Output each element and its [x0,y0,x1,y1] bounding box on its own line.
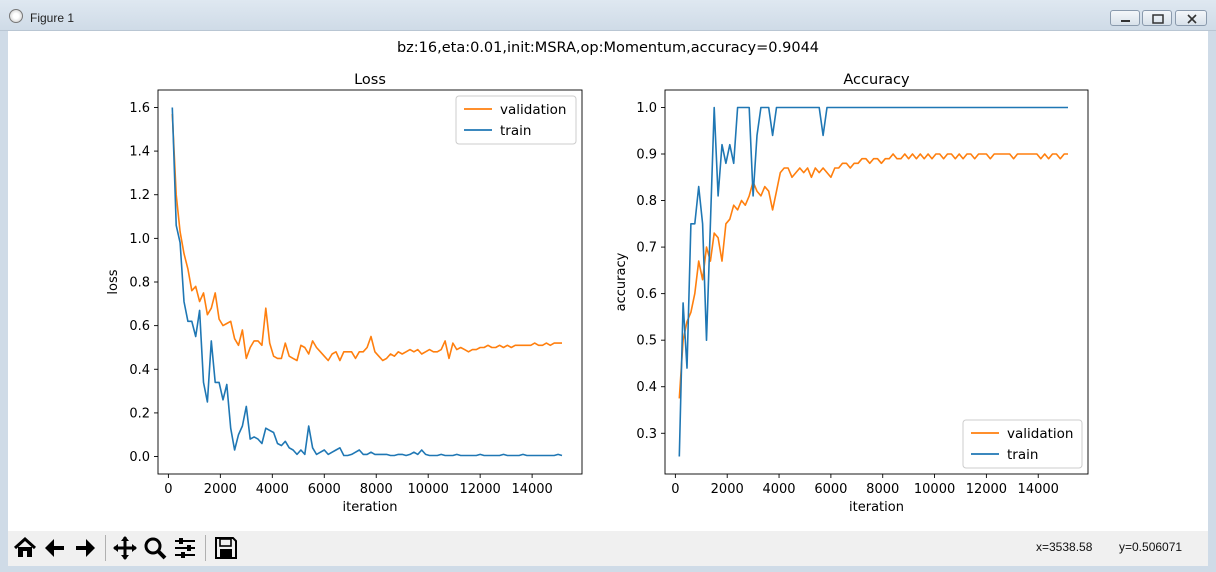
save-button[interactable] [212,534,240,562]
accuracy-x-tick-label: 10000 [914,482,955,497]
loss-series-validation-line [171,113,562,362]
accuracy-y-tick-label: 0.3 [636,427,657,442]
maximize-button[interactable] [1142,10,1172,26]
window-title: Figure 1 [30,11,75,25]
loss-x-tick-label: 14000 [511,482,552,497]
loss-y-tick-label: 1.0 [129,232,150,247]
loss-x-tick-label: 4000 [256,482,289,497]
accuracy-legend-label-validation: validation [1007,426,1073,442]
accuracy-x-axis-label: iteration [849,500,904,515]
loss-x-tick-label: 0 [164,482,172,497]
accuracy-y-tick-label: 0.9 [636,148,657,163]
accuracy-x-tick-label: 0 [671,482,679,497]
accuracy-y-tick-label: 0.7 [636,241,657,256]
figure-svg: bz:16,eta:0.01,init:MSRA,op:Momentum,acc… [106,40,1089,515]
loss-x-tick-label: 10000 [408,482,449,497]
window-border-right [1208,31,1216,572]
accuracy-y-tick-label: 1.0 [636,101,657,116]
forward-button[interactable] [71,534,99,562]
loss-series-train-line [171,107,563,457]
loss-y-tick-label: 1.4 [129,145,150,160]
accuracy-legend-box [962,419,1083,469]
accuracy-y-tick-label: 0.4 [636,380,657,395]
app-icon [9,9,23,23]
loss-y-tick-label: 0.8 [129,276,150,291]
configure-subplots-icon [175,538,195,558]
navigation-toolbar: x=3538.58 y=0.506071 [8,531,1208,566]
back-arrow-icon [45,539,64,557]
accuracy-x-tick-label: 6000 [814,482,847,497]
cursor-x-readout: x=3538.58 [1036,540,1093,554]
loss-x-tick-label: 12000 [459,482,500,497]
toolbar-separator [205,535,206,561]
accuracy-chart-title: Accuracy [843,72,910,88]
loss-chart-title: Loss [354,72,386,88]
accuracy-y-tick-label: 0.8 [636,194,657,209]
close-icon [1187,14,1197,24]
pan-button[interactable] [111,534,139,562]
loss-legend-label-validation: validation [500,102,566,118]
pan-move-icon [113,536,137,560]
loss-legend: validation train [455,95,577,145]
loss-legend-label-train: train [500,123,531,139]
loss-axes: 0 2000 4000 6000 8000 10000 12000 14000 0.0 0.2 0.… [106,72,583,515]
loss-y-tick-label: 1.6 [129,101,150,116]
accuracy-legend: validation train [962,419,1083,469]
accuracy-y-tick-label: 0.5 [636,334,657,349]
figure-canvas[interactable]: bz:16,eta:0.01,init:MSRA,op:Momentum,acc… [8,31,1208,531]
accuracy-x-tick-label: 4000 [762,482,795,497]
accuracy-axes: 0 2000 4000 6000 8000 10000 12000 14000 0.3 0.4 0.… [614,72,1089,515]
loss-x-tick-label: 6000 [308,482,341,497]
loss-plot-area [158,90,582,474]
zoom-magnifier-icon [144,537,167,560]
forward-arrow-icon [76,539,95,557]
accuracy-x-tick-label: 14000 [1018,482,1059,497]
loss-x-tick-label: 8000 [360,482,393,497]
cursor-y-readout: y=0.506071 [1119,540,1183,554]
loss-x-tick-label: 2000 [204,482,237,497]
loss-y-axis-label: loss [106,269,121,294]
accuracy-y-axis-label: accuracy [614,252,629,311]
window-border-left [0,31,8,572]
loss-y-tick-label: 0.6 [129,319,150,334]
minimize-icon [1121,20,1130,22]
loss-x-axis-label: iteration [343,500,398,515]
accuracy-axes-frame [664,89,1089,475]
accuracy-legend-label-train: train [1007,447,1038,463]
loss-y-tick-label: 1.2 [129,188,150,203]
accuracy-x-tick-label: 8000 [866,482,899,497]
home-button[interactable] [11,534,39,562]
accuracy-y-tick-label: 0.6 [636,287,657,302]
loss-legend-box [455,95,577,145]
accuracy-series-train-line [678,106,1068,457]
loss-y-tick-label: 0.4 [129,363,150,378]
home-icon [13,536,37,557]
window-border-bottom [0,566,1216,572]
figure-suptitle: bz:16,eta:0.01,init:MSRA,op:Momentum,acc… [397,40,819,56]
configure-subplots-button[interactable] [171,534,199,562]
zoom-button[interactable] [141,534,169,562]
toolbar-separator [105,535,106,561]
accuracy-x-tick-label: 12000 [966,482,1007,497]
maximize-icon [1152,14,1164,24]
loss-y-tick-label: 0.0 [129,450,150,465]
back-button[interactable] [41,534,69,562]
window-titlebar[interactable]: Figure 1 [0,0,1216,31]
close-button[interactable] [1175,10,1207,26]
accuracy-series-validation-line [678,153,1068,399]
minimize-button[interactable] [1110,10,1140,26]
accuracy-x-tick-label: 2000 [711,482,744,497]
loss-y-tick-label: 0.2 [129,406,150,421]
save-disk-icon [215,537,237,559]
